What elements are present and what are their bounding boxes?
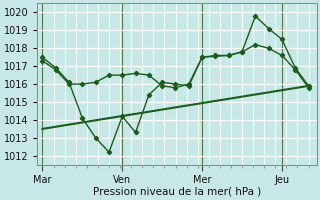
X-axis label: Pression niveau de la mer( hPa ): Pression niveau de la mer( hPa ) xyxy=(93,187,261,197)
